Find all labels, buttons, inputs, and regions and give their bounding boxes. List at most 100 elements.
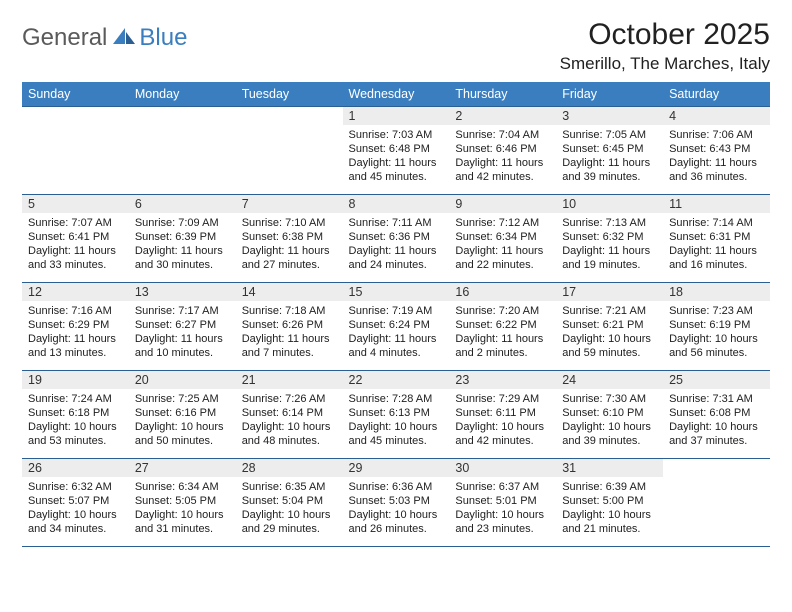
sunset-line: Sunset: 6:11 PM (455, 406, 550, 420)
logo-sail-icon (113, 26, 135, 51)
month-title: October 2025 (560, 18, 770, 52)
daylight-line: Daylight: 10 hours and 37 minutes. (669, 420, 764, 448)
sunrise-line: Sunrise: 7:30 AM (562, 392, 657, 406)
day-details: Sunrise: 7:31 AMSunset: 6:08 PMDaylight:… (663, 389, 770, 452)
sunset-line: Sunset: 6:19 PM (669, 318, 764, 332)
sunrise-line: Sunrise: 7:23 AM (669, 304, 764, 318)
daylight-line: Daylight: 10 hours and 53 minutes. (28, 420, 123, 448)
calendar-cell: 14Sunrise: 7:18 AMSunset: 6:26 PMDayligh… (236, 283, 343, 371)
calendar-cell: 15Sunrise: 7:19 AMSunset: 6:24 PMDayligh… (343, 283, 450, 371)
daylight-line: Daylight: 11 hours and 36 minutes. (669, 156, 764, 184)
day-number (22, 107, 129, 111)
calendar-cell: 25Sunrise: 7:31 AMSunset: 6:08 PMDayligh… (663, 371, 770, 459)
calendar-cell: 8Sunrise: 7:11 AMSunset: 6:36 PMDaylight… (343, 195, 450, 283)
weekday-header: Tuesday (236, 82, 343, 107)
sunset-line: Sunset: 6:32 PM (562, 230, 657, 244)
sunset-line: Sunset: 5:07 PM (28, 494, 123, 508)
sunrise-line: Sunrise: 7:20 AM (455, 304, 550, 318)
calendar-cell: 12Sunrise: 7:16 AMSunset: 6:29 PMDayligh… (22, 283, 129, 371)
calendar-cell: 16Sunrise: 7:20 AMSunset: 6:22 PMDayligh… (449, 283, 556, 371)
daylight-line: Daylight: 10 hours and 39 minutes. (562, 420, 657, 448)
calendar-cell: 30Sunrise: 6:37 AMSunset: 5:01 PMDayligh… (449, 459, 556, 547)
sunrise-line: Sunrise: 7:18 AM (242, 304, 337, 318)
daylight-line: Daylight: 11 hours and 27 minutes. (242, 244, 337, 272)
calendar-cell: 2Sunrise: 7:04 AMSunset: 6:46 PMDaylight… (449, 107, 556, 195)
daylight-line: Daylight: 10 hours and 56 minutes. (669, 332, 764, 360)
sunrise-line: Sunrise: 7:29 AM (455, 392, 550, 406)
weekday-header: Sunday (22, 82, 129, 107)
day-details: Sunrise: 7:05 AMSunset: 6:45 PMDaylight:… (556, 125, 663, 188)
day-details: Sunrise: 7:18 AMSunset: 6:26 PMDaylight:… (236, 301, 343, 364)
day-details: Sunrise: 6:32 AMSunset: 5:07 PMDaylight:… (22, 477, 129, 540)
daylight-line: Daylight: 11 hours and 13 minutes. (28, 332, 123, 360)
sunrise-line: Sunrise: 7:17 AM (135, 304, 230, 318)
day-number: 19 (22, 371, 129, 389)
day-details: Sunrise: 7:25 AMSunset: 6:16 PMDaylight:… (129, 389, 236, 452)
sunrise-line: Sunrise: 6:37 AM (455, 480, 550, 494)
day-details: Sunrise: 6:35 AMSunset: 5:04 PMDaylight:… (236, 477, 343, 540)
sunrise-line: Sunrise: 7:11 AM (349, 216, 444, 230)
sunrise-line: Sunrise: 7:12 AM (455, 216, 550, 230)
daylight-line: Daylight: 11 hours and 19 minutes. (562, 244, 657, 272)
daylight-line: Daylight: 11 hours and 24 minutes. (349, 244, 444, 272)
daylight-line: Daylight: 10 hours and 42 minutes. (455, 420, 550, 448)
day-number: 27 (129, 459, 236, 477)
day-details: Sunrise: 7:06 AMSunset: 6:43 PMDaylight:… (663, 125, 770, 188)
calendar-cell: 17Sunrise: 7:21 AMSunset: 6:21 PMDayligh… (556, 283, 663, 371)
day-number: 21 (236, 371, 343, 389)
calendar-cell: 31Sunrise: 6:39 AMSunset: 5:00 PMDayligh… (556, 459, 663, 547)
day-number: 26 (22, 459, 129, 477)
daylight-line: Daylight: 11 hours and 16 minutes. (669, 244, 764, 272)
sunset-line: Sunset: 6:36 PM (349, 230, 444, 244)
calendar-row: 12Sunrise: 7:16 AMSunset: 6:29 PMDayligh… (22, 283, 770, 371)
sunset-line: Sunset: 6:39 PM (135, 230, 230, 244)
day-details: Sunrise: 6:34 AMSunset: 5:05 PMDaylight:… (129, 477, 236, 540)
sunset-line: Sunset: 6:43 PM (669, 142, 764, 156)
daylight-line: Daylight: 10 hours and 31 minutes. (135, 508, 230, 536)
sunrise-line: Sunrise: 7:16 AM (28, 304, 123, 318)
day-details: Sunrise: 7:21 AMSunset: 6:21 PMDaylight:… (556, 301, 663, 364)
day-details: Sunrise: 7:16 AMSunset: 6:29 PMDaylight:… (22, 301, 129, 364)
day-number: 31 (556, 459, 663, 477)
weekday-header: Wednesday (343, 82, 450, 107)
day-details: Sunrise: 7:03 AMSunset: 6:48 PMDaylight:… (343, 125, 450, 188)
day-number: 30 (449, 459, 556, 477)
day-details: Sunrise: 7:23 AMSunset: 6:19 PMDaylight:… (663, 301, 770, 364)
header: General Blue October 2025 Smerillo, The … (22, 18, 770, 74)
day-number: 1 (343, 107, 450, 125)
sunrise-line: Sunrise: 6:39 AM (562, 480, 657, 494)
daylight-line: Daylight: 11 hours and 42 minutes. (455, 156, 550, 184)
sunrise-line: Sunrise: 6:32 AM (28, 480, 123, 494)
weekday-header: Thursday (449, 82, 556, 107)
day-details: Sunrise: 7:28 AMSunset: 6:13 PMDaylight:… (343, 389, 450, 452)
sunset-line: Sunset: 6:34 PM (455, 230, 550, 244)
calendar-cell: 1Sunrise: 7:03 AMSunset: 6:48 PMDaylight… (343, 107, 450, 195)
sunrise-line: Sunrise: 6:35 AM (242, 480, 337, 494)
weekday-header: Monday (129, 82, 236, 107)
day-number: 11 (663, 195, 770, 213)
sunset-line: Sunset: 5:01 PM (455, 494, 550, 508)
day-details: Sunrise: 7:20 AMSunset: 6:22 PMDaylight:… (449, 301, 556, 364)
sunrise-line: Sunrise: 7:13 AM (562, 216, 657, 230)
calendar-cell: 24Sunrise: 7:30 AMSunset: 6:10 PMDayligh… (556, 371, 663, 459)
daylight-line: Daylight: 10 hours and 48 minutes. (242, 420, 337, 448)
sunset-line: Sunset: 5:04 PM (242, 494, 337, 508)
day-number (129, 107, 236, 111)
calendar-cell (22, 107, 129, 195)
calendar-row: 19Sunrise: 7:24 AMSunset: 6:18 PMDayligh… (22, 371, 770, 459)
title-block: October 2025 Smerillo, The Marches, Ital… (560, 18, 770, 74)
day-number: 4 (663, 107, 770, 125)
day-number: 10 (556, 195, 663, 213)
daylight-line: Daylight: 11 hours and 4 minutes. (349, 332, 444, 360)
day-details: Sunrise: 6:37 AMSunset: 5:01 PMDaylight:… (449, 477, 556, 540)
daylight-line: Daylight: 11 hours and 2 minutes. (455, 332, 550, 360)
sunrise-line: Sunrise: 7:26 AM (242, 392, 337, 406)
sunset-line: Sunset: 5:05 PM (135, 494, 230, 508)
day-details: Sunrise: 7:04 AMSunset: 6:46 PMDaylight:… (449, 125, 556, 188)
day-number: 16 (449, 283, 556, 301)
sunrise-line: Sunrise: 7:25 AM (135, 392, 230, 406)
sunset-line: Sunset: 6:45 PM (562, 142, 657, 156)
daylight-line: Daylight: 10 hours and 34 minutes. (28, 508, 123, 536)
day-number: 5 (22, 195, 129, 213)
day-number: 14 (236, 283, 343, 301)
